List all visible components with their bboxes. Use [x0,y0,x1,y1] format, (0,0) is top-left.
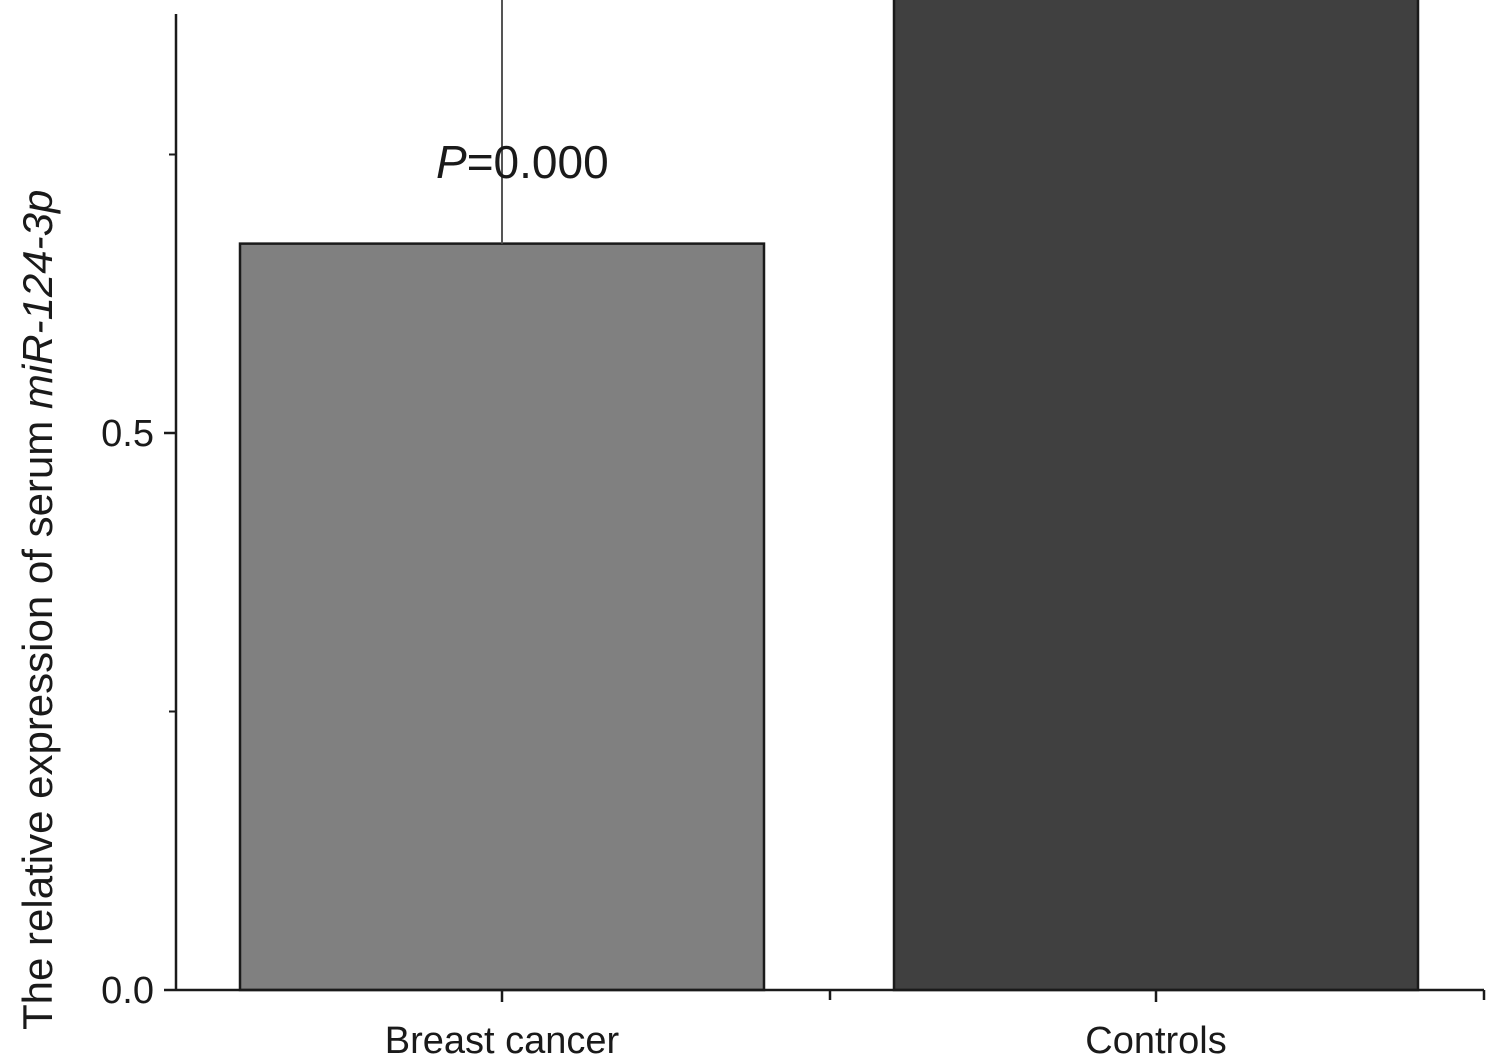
x-tick-label: Breast cancer [385,1020,620,1062]
y-axis-title: The relative expression of serum miR-124… [14,190,61,1030]
y-axis-title-prefix: The relative expression of serum [14,409,61,1030]
y-tick-label: 0.0 [101,970,154,1012]
x-tick-label: Controls [1085,1020,1227,1062]
bar [892,0,1420,992]
bars-layer [238,0,1420,992]
y-ticks-layer: 0.00.51.01.5 [101,153,176,1012]
x-ticks-layer: Breast cancer Controls [385,990,1227,1062]
error-bars-layer [501,0,503,244]
y-tick-label: 0.5 [101,413,154,455]
p-value-annotation: P=0.000 [436,136,609,188]
y-axis-title-italic: miR-124-3p [14,190,61,409]
axes-layer [174,14,1486,1000]
p-value-text: =0.000 [467,136,609,188]
p-symbol: P [436,136,467,188]
bar [238,242,766,992]
